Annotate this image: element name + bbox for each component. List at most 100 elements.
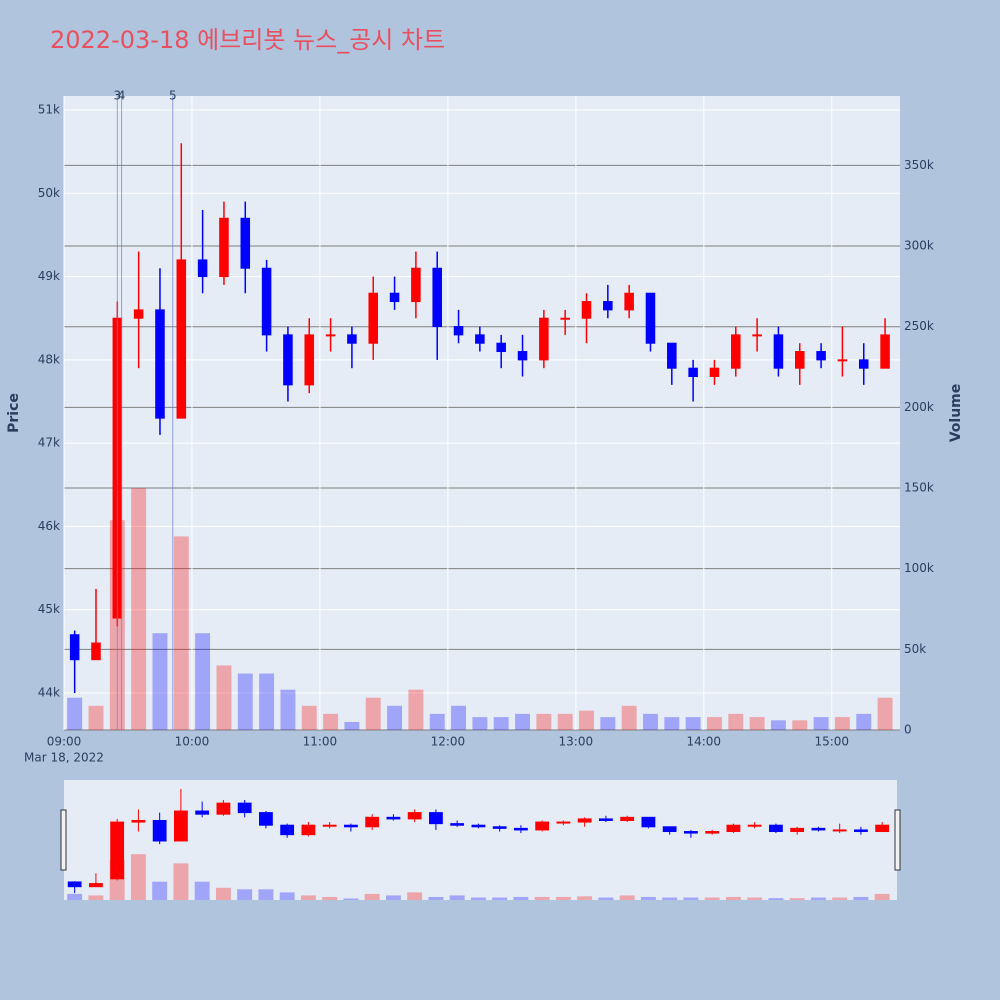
candle-body: [411, 267, 421, 303]
volume-bar: [536, 713, 552, 730]
candle-body: [432, 267, 442, 328]
y-tick-label: 51k: [38, 102, 60, 116]
slider-volume-bar: [385, 895, 401, 900]
volume-bar: [344, 721, 360, 730]
slider-volume-bar: [874, 893, 890, 900]
x-tick-label: 09:00: [47, 735, 82, 749]
slider-candle-body: [514, 827, 528, 831]
slider-candle-body: [492, 826, 507, 829]
candle-body: [176, 259, 187, 419]
slider-candle-body: [195, 810, 210, 815]
volume-bar: [301, 705, 317, 730]
candle-body: [133, 309, 144, 319]
slider-volume-bar: [513, 896, 529, 900]
slider-volume-bar: [67, 893, 83, 900]
annotation-label: 5: [169, 89, 177, 103]
slider-candle-body: [471, 824, 486, 828]
slider-volume-bar: [555, 896, 571, 900]
candle-body: [304, 334, 315, 386]
volume-bar: [643, 713, 658, 730]
candle-body: [603, 301, 613, 311]
slider-candle-body: [237, 802, 252, 814]
volume-bar: [408, 689, 424, 730]
slider-handle[interactable]: [60, 809, 67, 871]
slider-candle-body: [875, 824, 890, 833]
annotation-label: 3: [113, 89, 121, 103]
slider-volume-bar: [853, 896, 869, 900]
slider-candle-body: [662, 826, 677, 833]
candle-body: [880, 334, 890, 369]
volume-bar: [88, 705, 104, 730]
volume-bar: [749, 717, 765, 730]
slider-volume-bar: [173, 863, 189, 900]
slider-candle-body: [535, 821, 550, 831]
slider-volume-bar: [88, 895, 104, 900]
volume-bar: [67, 697, 83, 730]
volume-bar: [664, 717, 680, 730]
volume-bar: [195, 633, 211, 730]
y2-tick-label: 0: [904, 723, 912, 737]
candle-body: [709, 367, 720, 378]
slider-volume-bar: [258, 889, 274, 900]
slider-handle[interactable]: [894, 809, 901, 871]
slider-volume-bar: [364, 893, 380, 900]
slider-candle-body: [131, 819, 146, 823]
candle-body: [155, 309, 165, 419]
slider-candle-body: [811, 827, 826, 831]
volume-bar: [621, 705, 637, 730]
slider-candle-body: [599, 818, 613, 821]
slider-candle-body: [174, 810, 188, 842]
x-tick-label: 11:00: [303, 735, 338, 749]
slider-candle-body: [747, 824, 762, 827]
volume-bar: [515, 713, 530, 730]
y2-tick-label: 350k: [904, 158, 934, 172]
candle-body: [539, 317, 549, 361]
candle-body: [91, 642, 101, 661]
slider-volume-bar: [428, 896, 444, 900]
slider-candle-body: [259, 812, 273, 826]
volume-bar: [834, 717, 850, 730]
volume-bar: [237, 673, 253, 730]
slider-candle-body: [429, 812, 443, 825]
candle-body: [347, 334, 357, 344]
volume-bar: [600, 717, 616, 730]
candle-body: [368, 292, 379, 344]
volume-bar: [152, 633, 168, 730]
y-tick-label: 44k: [38, 686, 60, 700]
slider-volume-bar: [534, 896, 550, 900]
slider-volume-bar: [194, 881, 210, 900]
slider-volume-bar: [640, 896, 656, 900]
slider-volume-bar: [832, 897, 848, 900]
candle-body: [517, 351, 528, 361]
slider-candle-body: [67, 881, 82, 888]
slider-candle-body: [301, 824, 316, 836]
candle-body: [560, 317, 570, 320]
range-slider[interactable]: [64, 780, 897, 900]
candle-body: [581, 301, 592, 319]
slider-volume-bar: [492, 897, 508, 900]
y-tick-label: 46k: [38, 519, 60, 533]
slider-volume-bar: [725, 896, 741, 900]
slider-candle-body: [110, 821, 125, 880]
candle-body: [219, 217, 229, 278]
volume-bar: [557, 713, 573, 730]
y-tick-label: 47k: [38, 436, 60, 450]
candle-body: [283, 334, 293, 386]
volume-bar: [387, 705, 403, 730]
slider-volume-bar: [470, 897, 486, 900]
y-tick-label: 45k: [38, 602, 60, 616]
candle-body: [688, 367, 698, 378]
y-tick-label: 48k: [38, 352, 60, 366]
slider-candle-body: [684, 831, 698, 834]
y2-tick-label: 150k: [904, 481, 934, 495]
slider-volume-bar: [619, 895, 635, 900]
slider-candle-body: [854, 829, 868, 833]
slider-candle-body: [344, 824, 358, 828]
y-tick-label: 50k: [38, 186, 60, 200]
candle-body: [197, 259, 208, 278]
candle-body: [496, 342, 506, 353]
x-tick-label: 14:00: [686, 735, 721, 749]
slider-volume-bar: [683, 897, 699, 900]
y2-tick-label: 250k: [904, 319, 934, 333]
